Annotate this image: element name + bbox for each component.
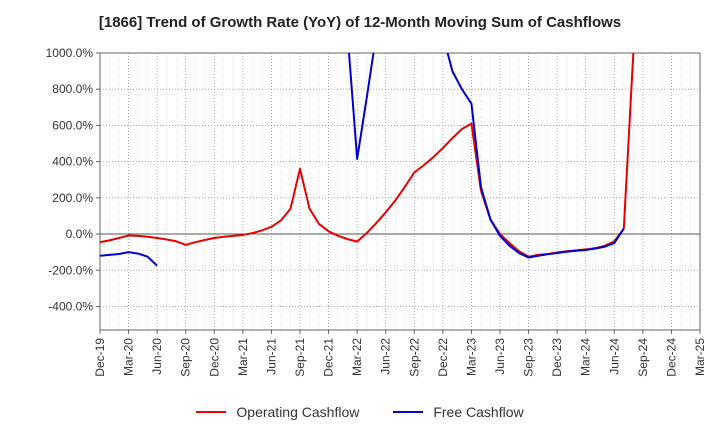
x-tick-label: Dec-19: [93, 338, 107, 377]
x-tick-label: Jun-22: [379, 338, 393, 375]
x-tick-label: Dec-20: [207, 338, 221, 377]
x-tick-label: Mar-23: [464, 338, 478, 376]
series-line-operating: [100, 53, 635, 258]
x-tick-label: Dec-24: [664, 338, 678, 377]
legend-label-free: Free Cashflow: [433, 404, 524, 420]
chart-title: [1866] Trend of Growth Rate (YoY) of 12-…: [98, 14, 622, 31]
x-tick-label: Sep-24: [636, 338, 650, 377]
legend-label-operating: Operating Cashflow: [236, 404, 360, 420]
y-tick-label: -200.0%: [48, 263, 93, 277]
x-tick-label: Mar-24: [579, 338, 593, 376]
x-tick-label: Mar-21: [236, 338, 250, 376]
x-tick-label: Sep-22: [407, 338, 421, 377]
y-tick-label: 1000.0%: [46, 46, 94, 60]
series-line-free: [348, 53, 375, 160]
grid: [99, 52, 701, 330]
x-tick-label: Mar-25: [693, 338, 707, 376]
x-tick-label: Jun-21: [264, 338, 278, 375]
legend-item-free: Free Cashflow: [393, 404, 524, 420]
x-tick-label: Dec-21: [322, 338, 336, 377]
y-tick-label: 0.0%: [66, 227, 94, 241]
axes: 1000.0% 800.0% 600.0% 400.0% 200.0% 0.0% -200.…: [46, 46, 707, 377]
x-tick-label: Jun-24: [607, 338, 621, 375]
x-tick-label: Sep-23: [522, 338, 536, 377]
legend-swatch-operating: [196, 411, 227, 413]
x-tick-label: Mar-22: [350, 338, 364, 376]
series-group: [100, 53, 635, 267]
y-tick-label: 600.0%: [52, 118, 93, 132]
x-tick-label: Jun-20: [150, 338, 164, 375]
series-line-free: [100, 251, 158, 267]
y-tick-label: 400.0%: [52, 155, 93, 169]
legend-swatch-free: [393, 411, 424, 413]
y-tick-label: -400.0%: [48, 299, 93, 313]
x-tick-label: Mar-20: [122, 338, 136, 376]
plot-frame: [99, 52, 701, 331]
x-tick-label: Sep-21: [293, 338, 307, 377]
y-tick-label: 200.0%: [52, 191, 93, 205]
x-tick-label: Sep-20: [179, 338, 193, 377]
y-tick-label: 800.0%: [52, 82, 93, 96]
legend-item-operating: Operating Cashflow: [196, 404, 359, 420]
legend: Operating Cashflow Free Cashflow: [0, 404, 720, 420]
x-tick-label: Dec-23: [550, 338, 564, 377]
series-line-free: [446, 53, 625, 259]
x-tick-label: Dec-22: [436, 338, 450, 377]
x-tick-label: Jun-23: [493, 338, 507, 375]
